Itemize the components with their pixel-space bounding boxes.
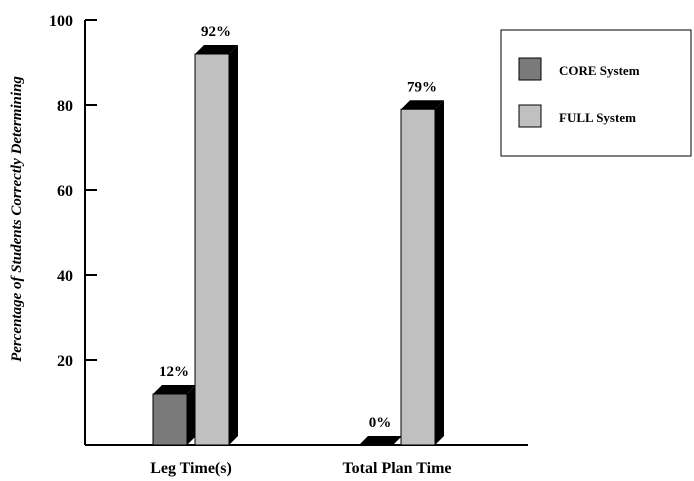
y-tick-label: 100 [49, 13, 73, 30]
y-tick-label: 60 [57, 183, 73, 200]
data-label: 0% [369, 415, 392, 431]
bar-side-face [187, 385, 196, 445]
x-tick-label: Total Plan Time [342, 460, 451, 477]
bar-top-face [359, 436, 402, 445]
bar-full-system [400, 100, 444, 446]
y-tick-label: 20 [57, 353, 73, 370]
legend-label: FULL System [559, 110, 636, 125]
bar-side-face [229, 45, 238, 445]
bar-top-face [401, 100, 444, 110]
legend-swatch [518, 57, 542, 81]
bar-side-face [435, 100, 444, 445]
y-axis-label: Percentage of Students Correctly Determi… [9, 76, 25, 362]
bar-core-system [359, 436, 402, 445]
y-axis: 20 40 60 80 100 [49, 13, 97, 445]
y-tick-label: 40 [57, 268, 73, 285]
legend-swatch [518, 104, 542, 128]
bar-top-face [153, 385, 196, 394]
legend-label: CORE System [559, 63, 640, 78]
x-tick-label: Leg Time(s) [150, 460, 232, 477]
data-label: 92% [201, 24, 231, 40]
legend: CORE System FULL System [500, 29, 692, 157]
y-tick-label: 80 [57, 98, 73, 115]
bar-front-face [152, 393, 188, 446]
bar-front-face [400, 108, 436, 446]
data-label: 79% [407, 79, 437, 95]
data-label: 12% [159, 364, 189, 380]
bar-front-face [194, 53, 230, 446]
x-axis: Leg Time(s) Total Plan Time [85, 444, 528, 477]
legend-box [500, 29, 692, 157]
bar-core-system [152, 385, 196, 446]
bar-top-face [195, 45, 238, 54]
bars: 12% 92% 0% 79% [152, 24, 444, 446]
bar-full-system [194, 45, 238, 446]
